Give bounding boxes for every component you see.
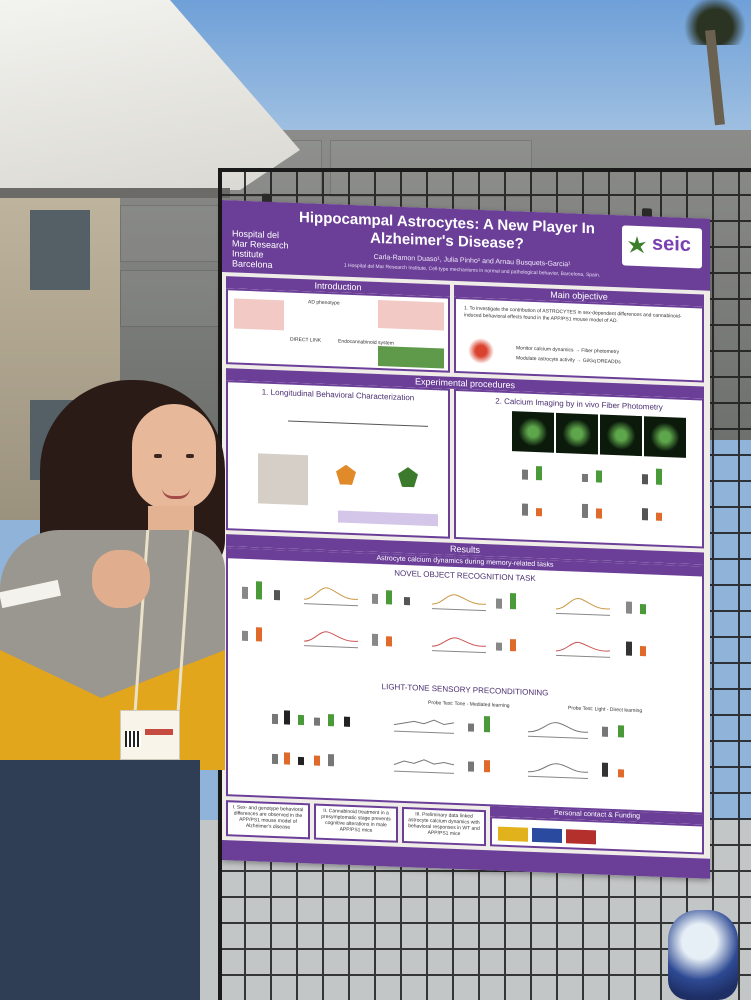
conclusion-1: I. Sex- and genotype behavioral differen… <box>226 800 310 840</box>
behavioral-box: 1. Longitudinal Behavioral Characterizat… <box>226 380 450 539</box>
cannabis-leaf-icon <box>628 236 646 255</box>
conclusion-3: III. Preliminary data linked astrocyte c… <box>402 806 486 847</box>
conclusion-2: II. Cannabinoid treatment in a presympto… <box>314 803 398 843</box>
ceramic-figurine <box>668 910 738 1000</box>
introduction-box: AD phenotype DIRECT LINK Endocannabinoid… <box>226 288 450 373</box>
calcium-box: 2. Calcium Imaging by in vivo Fiber Phot… <box>454 388 704 549</box>
qr-code-icon <box>125 731 141 747</box>
thumbs-up-hand <box>92 550 150 608</box>
research-poster: Hospital del Mar Research Institute Barc… <box>222 193 710 879</box>
presenter <box>0 380 225 1000</box>
results-box: Astrocyte calcium dynamics during memory… <box>226 546 704 815</box>
objective-box: 1. To investigate the contribution of AS… <box>454 296 704 383</box>
name-badge <box>120 710 180 760</box>
awning-frame <box>0 188 230 198</box>
face <box>132 404 216 510</box>
palm-tree <box>680 0 750 130</box>
timeline <box>288 420 428 427</box>
poster-title: Hippocampal Astrocytes: A New Player In … <box>299 208 595 253</box>
astrocyte-icon <box>468 337 494 365</box>
jeans <box>0 760 200 1000</box>
seic-logo: seic <box>622 225 702 269</box>
